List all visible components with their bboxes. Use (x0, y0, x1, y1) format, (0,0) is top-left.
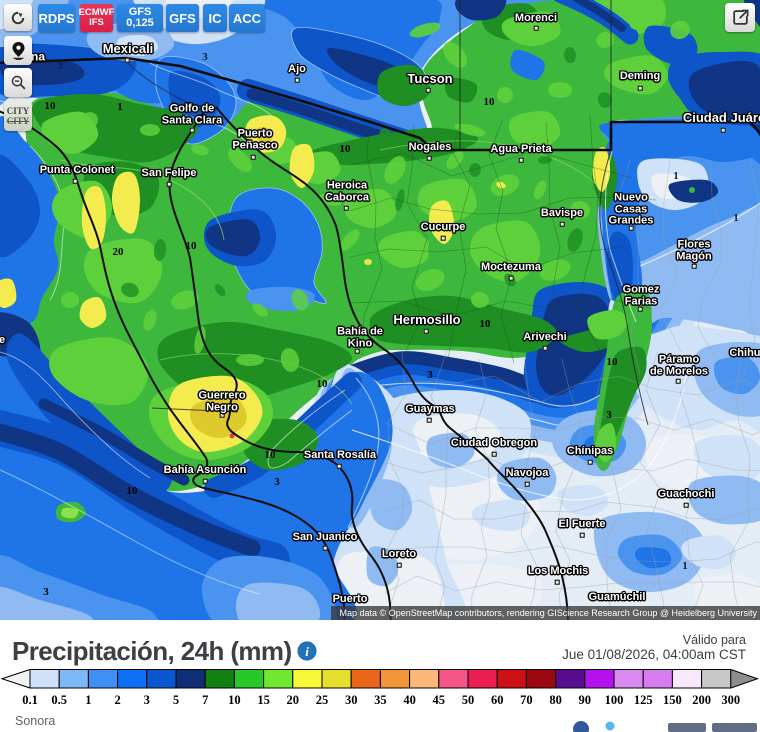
svg-text:i: i (305, 644, 309, 659)
